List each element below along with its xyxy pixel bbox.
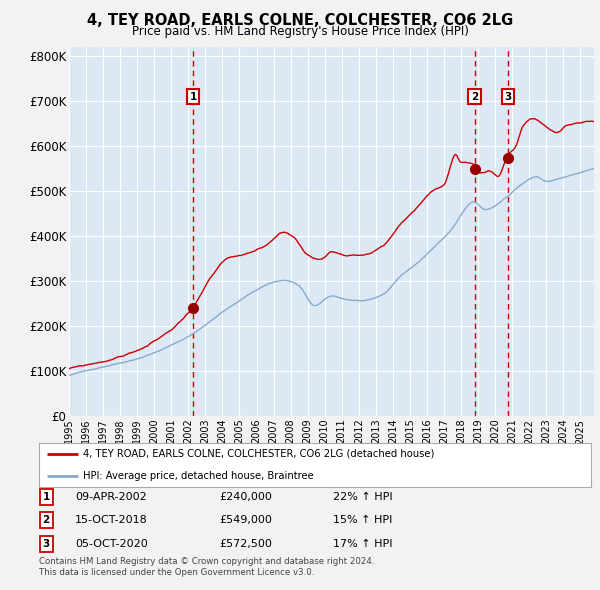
Text: £572,500: £572,500 xyxy=(219,539,272,549)
Text: 4, TEY ROAD, EARLS COLNE, COLCHESTER, CO6 2LG: 4, TEY ROAD, EARLS COLNE, COLCHESTER, CO… xyxy=(87,13,513,28)
Text: Price paid vs. HM Land Registry's House Price Index (HPI): Price paid vs. HM Land Registry's House … xyxy=(131,25,469,38)
Text: 05-OCT-2020: 05-OCT-2020 xyxy=(75,539,148,549)
Text: 09-APR-2002: 09-APR-2002 xyxy=(75,492,147,502)
Text: 3: 3 xyxy=(505,91,512,101)
Text: 4, TEY ROAD, EARLS COLNE, COLCHESTER, CO6 2LG (detached house): 4, TEY ROAD, EARLS COLNE, COLCHESTER, CO… xyxy=(83,448,434,458)
Text: 17% ↑ HPI: 17% ↑ HPI xyxy=(333,539,392,549)
Text: £240,000: £240,000 xyxy=(219,492,272,502)
Text: 15-OCT-2018: 15-OCT-2018 xyxy=(75,516,148,525)
Text: £549,000: £549,000 xyxy=(219,516,272,525)
Text: 22% ↑ HPI: 22% ↑ HPI xyxy=(333,492,392,502)
Text: 1: 1 xyxy=(190,91,197,101)
Text: 2: 2 xyxy=(471,91,478,101)
Text: HPI: Average price, detached house, Braintree: HPI: Average price, detached house, Brai… xyxy=(83,471,314,481)
Text: 1: 1 xyxy=(43,492,50,502)
Text: 3: 3 xyxy=(43,539,50,549)
Text: Contains HM Land Registry data © Crown copyright and database right 2024.: Contains HM Land Registry data © Crown c… xyxy=(39,558,374,566)
Text: 2: 2 xyxy=(43,516,50,525)
Text: This data is licensed under the Open Government Licence v3.0.: This data is licensed under the Open Gov… xyxy=(39,568,314,577)
Text: 15% ↑ HPI: 15% ↑ HPI xyxy=(333,516,392,525)
